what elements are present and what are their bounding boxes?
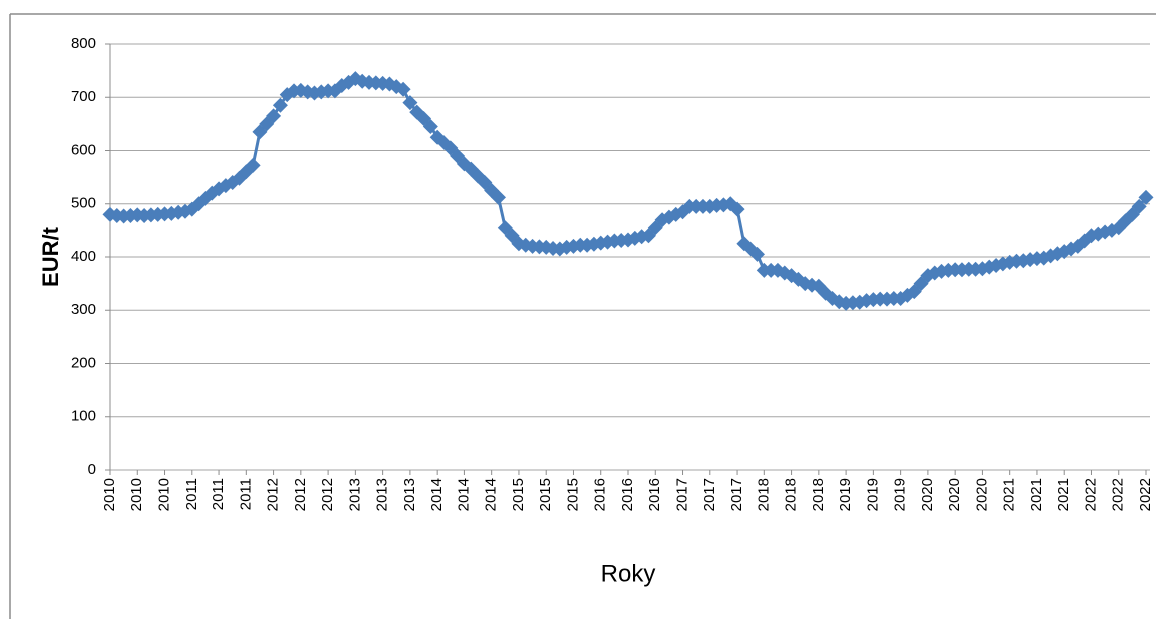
y-tick-label: 600	[71, 141, 96, 158]
x-tick-label: 2020	[919, 478, 936, 511]
x-tick-label: 2018	[755, 478, 772, 511]
x-tick-label: 2010	[155, 478, 172, 511]
x-tick-label: 2014	[455, 478, 472, 511]
x-tick-label: 2015	[537, 478, 554, 511]
x-tick-label: 2021	[1001, 478, 1018, 511]
x-tick-label: 2016	[646, 478, 663, 511]
x-tick-label: 2011	[183, 478, 200, 510]
x-tick-label: 2022	[1110, 478, 1127, 511]
x-tick-label: 2013	[374, 478, 391, 511]
x-tick-label: 2012	[292, 478, 309, 511]
y-tick-label: 300	[71, 301, 96, 318]
y-tick-label: 0	[88, 461, 96, 478]
x-tick-label: 2019	[892, 478, 909, 511]
x-tick-label: 2022	[1137, 478, 1154, 511]
x-tick-label: 2015	[564, 478, 581, 511]
x-tick-label: 2010	[101, 478, 118, 511]
x-tick-label: 2015	[510, 478, 527, 511]
x-tick-label: 2017	[701, 478, 718, 511]
data-marker	[491, 189, 506, 205]
y-axis-title: EUR/t	[38, 226, 63, 287]
x-tick-label: 2017	[728, 478, 745, 511]
x-tick-label: 2014	[483, 478, 500, 511]
x-tick-label: 2021	[1055, 478, 1072, 511]
data-marker	[750, 246, 765, 262]
x-tick-label: 2018	[810, 478, 827, 511]
x-tick-label: 2020	[973, 478, 990, 511]
x-tick-label: 2017	[673, 478, 690, 511]
x-tick-label: 2021	[1028, 478, 1045, 511]
x-tick-label: 2013	[401, 478, 418, 511]
y-tick-label: 700	[71, 88, 96, 105]
x-tick-label: 2012	[319, 478, 336, 511]
x-tick-label: 2020	[946, 478, 963, 511]
data-marker	[402, 95, 418, 111]
x-tick-label: 2010	[128, 478, 145, 511]
x-tick-label: 2018	[783, 478, 800, 511]
data-marker	[422, 119, 438, 135]
x-tick-label: 2014	[428, 478, 445, 511]
y-tick-label: 800	[71, 35, 96, 52]
x-tick-label: 2013	[346, 478, 363, 511]
y-tick-label: 500	[71, 195, 96, 212]
y-tick-label: 200	[71, 354, 96, 371]
x-tick-label: 2016	[619, 478, 636, 511]
data-marker	[1131, 198, 1147, 214]
data-marker	[272, 97, 288, 113]
y-tick-label: 100	[71, 408, 96, 425]
x-tick-label: 2012	[265, 478, 282, 511]
data-marker	[395, 81, 411, 97]
data-marker	[245, 157, 261, 173]
x-tick-label: 2019	[837, 478, 854, 511]
x-tick-label: 2019	[864, 478, 881, 511]
x-tick-label: 2011	[237, 478, 254, 510]
data-marker	[743, 241, 759, 257]
data-marker	[729, 201, 745, 217]
x-tick-label: 2022	[1082, 478, 1099, 511]
x-tick-label: 2016	[592, 478, 609, 511]
data-marker	[1138, 189, 1154, 205]
data-marker	[266, 108, 282, 124]
y-tick-label: 400	[71, 248, 96, 265]
x-tick-label: 2011	[210, 478, 227, 510]
x-axis-title: Roky	[601, 560, 656, 587]
